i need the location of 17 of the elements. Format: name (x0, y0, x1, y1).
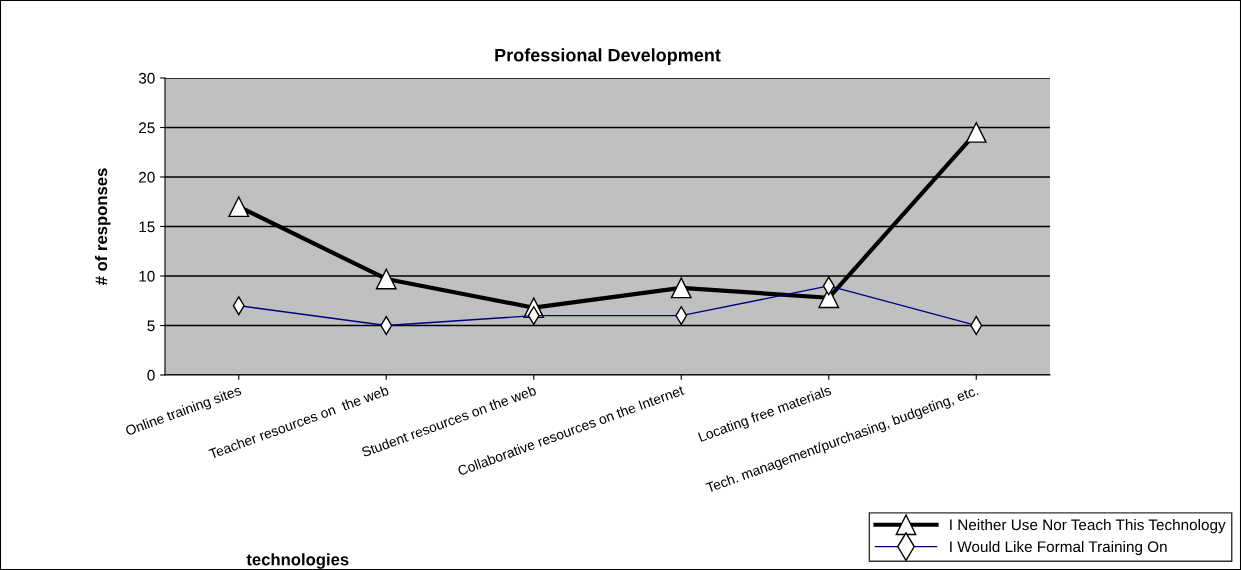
point (375, 268, 397, 290)
legend-label: I Would Like Formal Training On (950, 540, 1167, 556)
y-tick-label: 30 (138, 72, 155, 84)
chart-title: Professional Development (495, 48, 721, 66)
point (965, 122, 987, 143)
x-axis-title: technologies (246, 553, 349, 569)
x-tick-label: Online training sites (124, 384, 243, 439)
y-tick-label: 15 (139, 221, 155, 233)
y-tick-label: 25 (139, 122, 155, 134)
y-axis-title: # of responses (94, 168, 111, 286)
y-tick-label: 5 (147, 320, 155, 332)
point (228, 196, 250, 218)
point (670, 277, 692, 299)
y-tick-label: 0 (147, 369, 155, 381)
y-tick-label: 10 (139, 270, 155, 282)
legend-label: I Neither Use Nor Teach This Technology (950, 519, 1226, 534)
y-tick-label: 20 (139, 171, 155, 183)
